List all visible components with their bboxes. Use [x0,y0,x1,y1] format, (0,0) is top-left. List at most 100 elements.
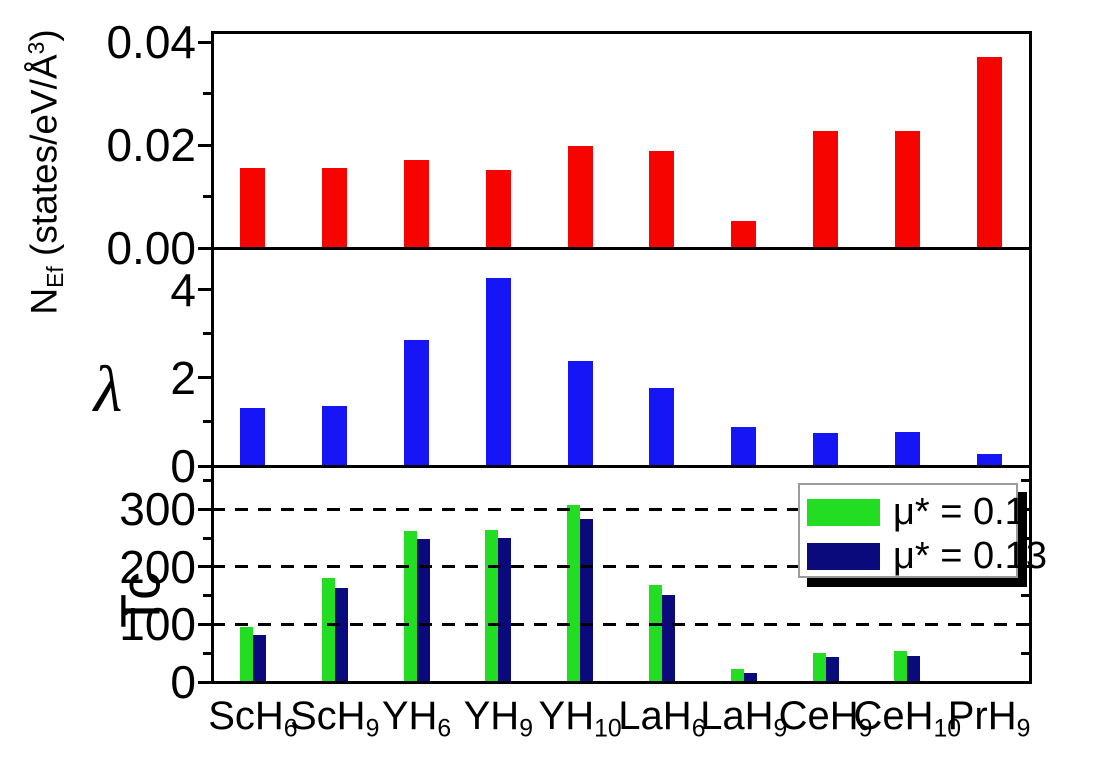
bar-NEf-LaH6 [649,151,675,248]
bar-Tc-μ* = 0.1-ScH9 [321,578,335,682]
ytick-minor-right-Tc-150 [1021,594,1030,598]
ytick-minor-Tc-350 [203,478,212,482]
label-segment: 10 [933,715,962,743]
x-label-YH10: YH10 [539,696,622,742]
bar-Tc-μ* = 0.13-ScH9 [334,588,348,682]
ytick-right-Tc-0 [1016,680,1030,684]
bar-Tc-μ* = 0.13-YH10 [580,518,594,682]
bar-Tc-μ* = 0.1-CeH10 [894,651,908,682]
label-segment: YH [381,694,438,738]
label-segment: LaH [700,694,774,738]
bar-NEf-YH10 [567,145,593,248]
ytick-label-lambda-0: 0 [170,440,196,492]
ytick-major-Tc-100 [198,622,212,626]
label-segment: (states/eV/Å [23,54,65,267]
bar-NEf-YH9 [485,170,511,248]
label-segment: 10 [594,715,622,743]
bar-NEf-YH6 [404,159,429,248]
label-segment: ScH [290,694,366,738]
bar-lambda-YH9 [485,277,511,466]
x-label-CeH10: CeH10 [853,696,961,742]
gridline-Tc-100 [212,622,1030,626]
panel-boundary-2 [210,464,1032,468]
label-segment: ) [23,29,65,42]
bar-lambda-PrH9 [976,454,1002,466]
bar-Tc-μ* = 0.13-CeH10 [907,655,921,682]
bar-NEf-LaH9 [731,220,757,248]
bar-lambda-ScH6 [240,407,266,466]
bar-lambda-CeH10 [894,431,920,466]
gridline-Tc-300 [212,507,1030,511]
label-segment: ScH [208,694,284,738]
bar-lambda-LaH6 [649,387,675,466]
label-segment: 9 [773,715,788,743]
ytick-major-Tc-0 [198,680,212,684]
ytick-label-NEf-0.00: 0.00 [106,222,196,274]
bar-Tc-μ* = 0.13-CeH9 [825,657,839,682]
bar-lambda-CeH9 [813,432,838,466]
ytick-label-Tc-0: 0 [170,656,196,708]
legend-item-mu-0.1: μ* = 0.1 [807,491,1026,533]
legend-label-mu-0.13: μ* = 0.13 [893,535,1047,577]
legend-swatch-navy [807,542,880,570]
nef-axis-title: NEf (states/eV/Å3) [23,29,69,314]
label-segment: 6 [691,715,706,743]
label-segment: 6 [437,715,452,743]
label-segment: 9 [365,715,380,743]
bar-Tc-μ* = 0.1-LaH6 [648,585,662,682]
ytick-major-Tc-200 [198,565,212,569]
label-segment: YH [463,694,520,738]
ytick-minor-Tc-50 [203,651,212,655]
gridline-Tc-200 [212,565,1030,569]
bar-Tc-μ* = 0.1-YH10 [567,505,581,682]
ytick-major-lambda-4 [198,288,212,292]
ytick-major-NEf-0.00 [198,246,212,250]
ytick-label-Tc-100: 100 [119,598,196,651]
label-segment: YH [538,694,595,738]
bar-NEf-CeH10 [894,130,920,248]
bar-Tc-μ* = 0.1-ScH6 [239,626,253,682]
bar-Tc-μ* = 0.13-YH6 [416,538,430,682]
bar-Tc-μ* = 0.13-LaH6 [661,595,675,682]
label-segment: 9 [519,715,533,743]
ytick-minor-right-Tc-50 [1021,651,1030,655]
ytick-label-lambda-2: 2 [170,351,196,404]
ytick-label-lambda-4: 4 [170,263,196,316]
label-segment: 9 [1016,715,1031,743]
label-segment: Ef [42,266,69,288]
bar-Tc-μ* = 0.13-LaH9 [743,673,757,682]
x-label-CeH9: CeH9 [779,696,873,742]
bar-Tc-μ* = 0.1-LaH9 [730,669,744,682]
ytick-minor-NEf-0.01 [203,195,212,199]
legend-swatch-green [807,498,880,526]
legend-item-mu-0.13: μ* = 0.13 [807,535,1047,577]
ytick-minor-NEf-0.03 [203,92,212,96]
label-segment: 6 [283,715,298,743]
ytick-major-NEf-0.02 [198,143,212,147]
bar-lambda-LaH9 [731,426,757,466]
ytick-label-Tc-200: 200 [119,540,196,593]
ytick-minor-lambda-3 [203,332,212,336]
x-label-LaH6: LaH6 [618,696,705,742]
ytick-minor-right-Tc-350 [1021,478,1030,482]
ytick-label-NEf-0.04: 0.04 [106,16,196,69]
tc-axis-title: Tc [108,572,172,628]
label-segment: N [23,287,65,315]
bar-Tc-μ* = 0.1-CeH9 [812,653,826,682]
label-segment: CeH [778,694,859,738]
legend-body: μ* = 0.1 μ* = 0.13 [798,483,1047,578]
bar-NEf-ScH9 [322,168,348,248]
ytick-right-Tc-100 [1016,622,1030,626]
panel-boundary-1 [210,246,1032,250]
bar-Tc-μ* = 0.13-ScH6 [252,634,266,682]
label-segment: 9 [858,715,873,743]
x-label-ScH9: ScH9 [290,696,379,742]
x-label-YH9: YH9 [464,696,533,742]
ytick-minor-lambda-1 [203,420,212,424]
ytick-label-Tc-300: 300 [119,483,196,536]
legend-label-mu-0.1: μ* = 0.1 [893,491,1026,533]
bar-NEf-ScH6 [240,168,266,248]
x-label-LaH9: LaH9 [700,696,787,742]
ytick-major-Tc-300 [198,507,212,511]
